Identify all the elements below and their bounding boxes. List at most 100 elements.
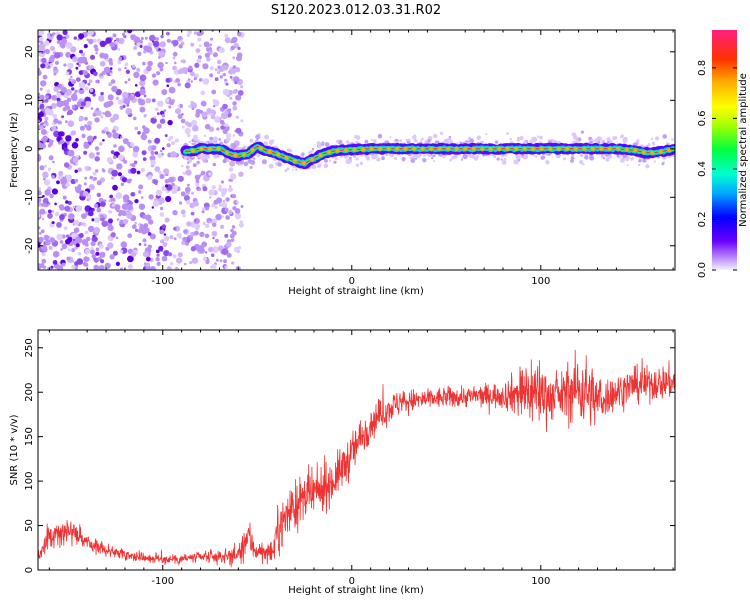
noise-cell	[49, 225, 53, 228]
noise-cell	[56, 265, 64, 270]
ridge-knot	[394, 146, 400, 152]
ridge-halo	[653, 160, 657, 163]
noise-cell	[195, 48, 201, 53]
noise-cell	[183, 229, 188, 234]
snr-ytick-label: 100	[24, 472, 35, 491]
noise-cell	[167, 119, 173, 126]
noise-cell	[87, 225, 95, 233]
ridge-halo	[295, 168, 298, 171]
noise-cell	[83, 256, 89, 263]
ridge-halo	[197, 157, 201, 160]
ridge-halo	[582, 163, 585, 166]
ridge-halo	[612, 136, 616, 141]
noise-cell	[101, 220, 108, 227]
noise-cell	[205, 223, 210, 229]
noise-cell	[140, 133, 148, 141]
ridge-halo	[563, 157, 566, 161]
noise-cell	[216, 59, 222, 65]
noise-cell	[202, 78, 210, 85]
noise-cell	[78, 33, 85, 40]
ridge-halo	[310, 149, 314, 153]
ridge-knot	[437, 146, 443, 152]
noise-cell	[240, 119, 244, 123]
noise-cell	[197, 160, 200, 164]
noise-cell	[163, 235, 170, 242]
ridge-knot	[275, 151, 281, 158]
ridge-halo	[570, 159, 574, 163]
noise-cell	[130, 167, 137, 174]
noise-cell	[93, 267, 97, 270]
noise-cell	[57, 120, 62, 125]
ridge-halo	[401, 156, 406, 162]
ridge-knot	[505, 146, 511, 152]
noise-cell	[225, 197, 230, 202]
noise-cell	[39, 45, 46, 52]
noise-cell	[210, 253, 215, 257]
ridge-halo	[584, 155, 589, 160]
snr-xlabel: Height of straight line (km)	[288, 585, 424, 596]
noise-cell	[215, 238, 219, 243]
noise-cell	[196, 58, 202, 64]
noise-cell	[44, 40, 50, 46]
noise-cell	[104, 262, 111, 269]
noise-cell	[210, 114, 216, 120]
noise-cell	[208, 220, 212, 224]
ridge-halo	[619, 157, 625, 163]
ridge-halo	[661, 162, 665, 166]
snr-ytick-label: 50	[24, 519, 35, 532]
noise-cell	[96, 180, 102, 186]
ridge-halo	[328, 159, 332, 162]
ridge-halo	[333, 160, 337, 164]
ridge-knot	[309, 156, 315, 163]
noise-cell	[142, 82, 146, 86]
noise-cell	[52, 250, 60, 258]
noise-cell	[82, 70, 88, 76]
noise-cell	[107, 242, 114, 249]
noise-cell	[40, 80, 47, 87]
noise-cell	[95, 52, 98, 55]
noise-cell	[78, 81, 86, 89]
noise-cell	[145, 256, 151, 262]
noise-cell	[73, 162, 76, 166]
noise-cell	[136, 67, 141, 72]
ridge-halo	[230, 143, 235, 148]
ridge-knot	[590, 146, 596, 152]
noise-cell	[39, 87, 43, 91]
noise-cell	[165, 61, 168, 65]
ridge-halo	[529, 139, 534, 144]
ridge-halo	[399, 139, 403, 143]
ridge-halo	[256, 153, 261, 158]
ridge-halo	[433, 133, 438, 139]
noise-cell	[117, 47, 121, 51]
noise-cell	[127, 264, 133, 270]
noise-cell	[117, 99, 124, 105]
noise-cell	[56, 100, 64, 108]
noise-cell	[145, 262, 151, 268]
noise-cell	[235, 115, 239, 119]
ridge-halo	[476, 135, 482, 141]
noise-cell	[143, 94, 147, 98]
noise-cell	[214, 116, 221, 123]
noise-cell	[112, 184, 118, 191]
noise-cell	[142, 157, 147, 162]
noise-cell	[112, 113, 120, 121]
noise-cell	[143, 243, 147, 247]
ridge-knot	[420, 146, 426, 152]
ridge-halo	[662, 134, 667, 139]
noise-cell	[100, 91, 104, 96]
noise-cell	[95, 251, 100, 256]
noise-cell	[92, 38, 97, 43]
ridge-halo	[261, 159, 267, 165]
noise-cell	[154, 137, 161, 144]
noise-cell	[236, 31, 242, 37]
noise-cell	[127, 30, 133, 34]
noise-cell	[212, 162, 216, 167]
noise-cell	[38, 226, 41, 230]
noise-cell	[186, 221, 192, 227]
noise-cell	[82, 261, 88, 267]
noise-cell	[41, 252, 46, 257]
noise-cell	[107, 133, 112, 138]
noise-cell	[117, 60, 122, 65]
noise-cell	[195, 108, 202, 115]
noise-cell	[206, 108, 213, 114]
